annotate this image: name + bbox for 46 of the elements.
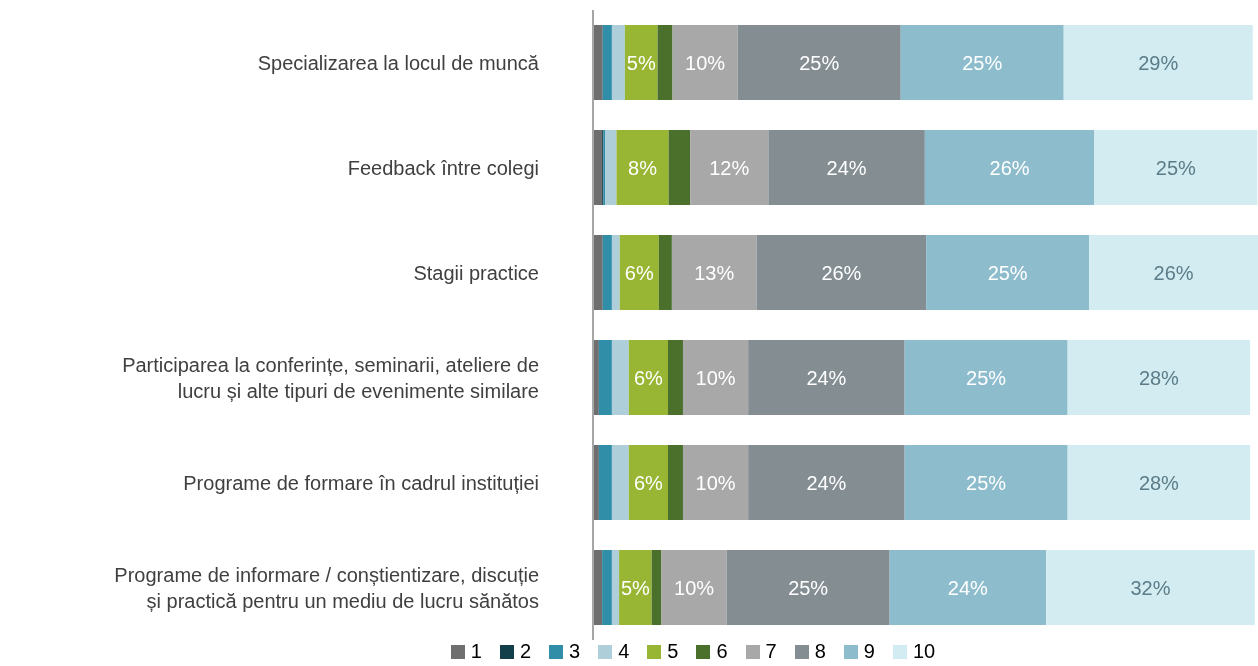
legend-label: 3: [569, 640, 581, 663]
legend-label: 6: [716, 640, 728, 663]
data-label: 26%: [989, 156, 1030, 179]
data-label: 10%: [685, 51, 726, 74]
data-label: 26%: [1153, 261, 1194, 284]
y-tick-label: Feedback între colegi: [347, 156, 539, 179]
data-label: 29%: [1138, 51, 1179, 74]
y-tick-label: Specializarea la locul de muncă: [257, 51, 540, 74]
legend-label: 9: [863, 640, 875, 663]
data-label: 24%: [947, 576, 989, 599]
data-label: 5%: [620, 576, 651, 599]
data-label: 10%: [674, 576, 715, 599]
data-label: 28%: [1138, 471, 1180, 494]
y-tick-label: Stagii practice: [413, 261, 539, 284]
data-label: 10%: [695, 366, 736, 389]
legend-label: 4: [618, 640, 630, 663]
legend-label: 2: [519, 640, 532, 663]
data-label: 24%: [806, 471, 847, 494]
data-label: 25%: [799, 51, 840, 74]
data-label: 6%: [633, 471, 664, 494]
data-label: 25%: [987, 261, 1028, 284]
data-label: 12%: [709, 156, 750, 179]
data-label: 25%: [966, 471, 1007, 494]
data-label: 28%: [1138, 366, 1180, 389]
data-label: 8%: [628, 156, 658, 179]
legend-label: 8: [814, 640, 826, 663]
data-label: 24%: [806, 366, 847, 389]
legend-label: 1: [470, 640, 482, 663]
y-tick-label: Programe de informare / conștientizare, discuție și practică pentru un mediu de lucru sănătos: [114, 563, 539, 612]
data-label: 32%: [1130, 576, 1171, 599]
data-label: 24%: [826, 156, 867, 179]
data-label: 26%: [821, 261, 862, 284]
legend-label: 10: [912, 640, 936, 663]
legend-label: 5: [667, 640, 679, 663]
data-label: 25%: [966, 366, 1007, 389]
data-label: 25%: [788, 576, 829, 599]
legend-label: 7: [765, 640, 777, 663]
data-label: 25%: [1155, 156, 1197, 179]
data-label: 6%: [633, 366, 664, 389]
data-label: 25%: [962, 51, 1003, 74]
data-label: 10%: [695, 471, 736, 494]
data-label: 13%: [694, 261, 735, 284]
data-label: 5%: [626, 51, 656, 74]
data-label: 6%: [624, 261, 654, 284]
y-tick-label: Participarea la conferințe, seminarii, ateliere de lucru și alte tipuri de evenimente similare: [122, 353, 539, 402]
y-tick-label: Programe de formare în cadrul instituției: [183, 471, 539, 494]
